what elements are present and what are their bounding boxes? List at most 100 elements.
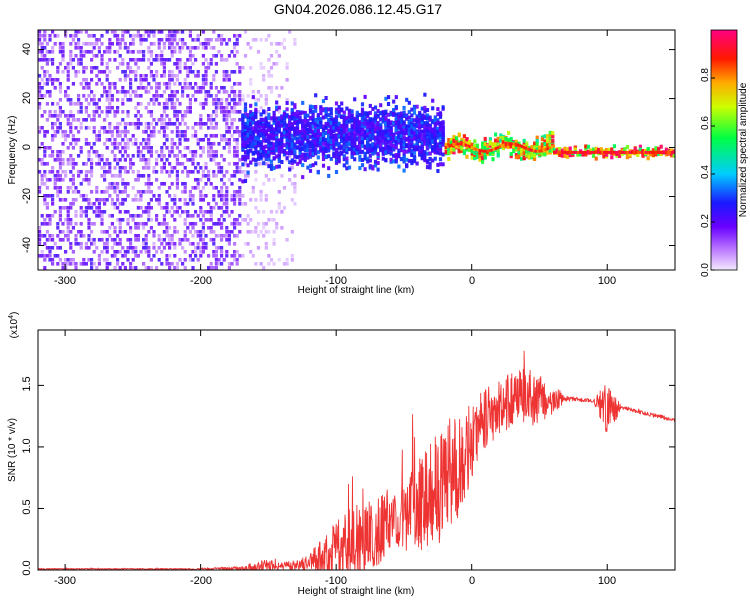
heatmap-peak — [665, 150, 668, 154]
heatmap-cell — [162, 230, 166, 234]
heatmap-cell — [520, 156, 524, 161]
heatmap-cell — [173, 154, 177, 158]
heatmap-cell — [235, 34, 239, 38]
heatmap-cell — [249, 230, 253, 234]
heatmap-cell — [535, 142, 539, 146]
heatmap-cell — [324, 141, 328, 146]
heatmap-cell — [220, 246, 224, 250]
heatmap-cell — [217, 38, 221, 42]
heatmap-cell — [264, 174, 268, 178]
heatmap-cell — [108, 70, 112, 74]
heatmap-cell — [74, 126, 78, 130]
heatmap-cell — [275, 210, 279, 214]
heatmap-cell — [131, 250, 135, 254]
heatmap-cell — [71, 146, 75, 150]
snr-ylabel: SNR (10 * v/v) — [7, 418, 18, 482]
heatmap-cell — [201, 246, 205, 250]
heatmap-cell — [235, 166, 239, 170]
heatmap-cell — [48, 154, 52, 158]
heatmap-cell — [45, 130, 49, 134]
heatmap-cell — [423, 158, 427, 163]
heatmap-cell — [267, 262, 271, 266]
heatmap-cell — [168, 238, 172, 242]
heatmap-cell — [178, 138, 182, 142]
heatmap-cell — [116, 38, 120, 42]
heatmap-cell — [204, 102, 208, 106]
heatmap-cell — [152, 30, 156, 34]
heatmap-cell — [61, 238, 65, 242]
heatmap-cell — [379, 140, 383, 145]
heatmap-cell — [162, 166, 166, 170]
heatmap-cell — [74, 46, 78, 50]
heatmap-cell — [431, 147, 435, 152]
heatmap-cell — [507, 138, 511, 143]
heatmap-cell — [227, 142, 231, 146]
heatmap-cell — [199, 42, 203, 46]
heatmap-cell — [188, 58, 192, 62]
heatmap-cell — [123, 146, 127, 150]
heatmap-cell — [152, 194, 156, 198]
heatmap-cell — [264, 162, 268, 166]
heatmap-cell — [282, 130, 287, 135]
heatmap-cell — [38, 42, 42, 46]
snr-multiplier-open: (x10 — [9, 318, 20, 338]
heatmap-cell — [123, 126, 127, 130]
heatmap-cell — [121, 86, 125, 90]
heatmap-cell — [79, 194, 83, 198]
heatmap-cell — [249, 144, 253, 149]
heatmap-cell — [381, 119, 385, 124]
heatmap-cell — [267, 107, 271, 111]
heatmap-cell — [397, 164, 401, 169]
heatmap-cell — [481, 153, 485, 158]
snr-frame — [37, 329, 676, 571]
heatmap-cell — [79, 102, 83, 106]
heatmap-cell — [241, 129, 245, 134]
heatmap-cell — [87, 182, 91, 186]
heatmap-cell — [66, 206, 70, 210]
heatmap-cell — [194, 166, 198, 170]
heatmap-cell — [272, 230, 276, 234]
heatmap-cell — [402, 130, 406, 135]
heatmap-cell — [355, 136, 359, 141]
heatmap-cell — [468, 139, 472, 144]
heatmap-cell — [162, 62, 166, 66]
heatmap-cell — [256, 246, 261, 250]
heatmap-cell — [181, 154, 185, 158]
heatmap-cell — [402, 127, 406, 132]
heatmap-cell — [144, 166, 148, 170]
heatmap-cell — [275, 105, 279, 110]
heatmap-cell — [246, 174, 250, 178]
heatmap-cell — [118, 142, 122, 146]
heatmap-cell — [165, 262, 169, 266]
heatmap-cell — [152, 58, 156, 62]
heatmap-cell — [155, 218, 159, 222]
heatmap-cell — [321, 132, 326, 137]
heatmap-cell — [225, 58, 229, 62]
heatmap-cell — [290, 101, 294, 106]
heatmap-cell — [447, 157, 451, 161]
heatmap-cell — [433, 150, 437, 154]
heatmap-cell — [105, 258, 109, 262]
heatmap-cell — [183, 238, 187, 242]
heatmap-cell — [425, 128, 430, 133]
heatmap-cell — [256, 130, 261, 135]
heatmap-cell — [204, 134, 208, 138]
heatmap-cell — [275, 42, 279, 46]
heatmap-cell — [51, 82, 55, 86]
heatmap-cell — [82, 178, 86, 182]
heatmap-cell — [110, 30, 114, 34]
heatmap-cell — [415, 114, 419, 119]
heatmap-cell — [225, 74, 229, 78]
heatmap-cell — [69, 154, 73, 158]
heatmap-cell — [121, 118, 125, 122]
heatmap-cell — [113, 158, 117, 162]
heatmap-cell — [225, 234, 229, 238]
heatmap-cell — [168, 226, 172, 230]
heatmap-cell — [441, 125, 445, 130]
heatmap-peak — [651, 150, 654, 154]
heatmap-cell — [53, 242, 57, 246]
heatmap-cell — [170, 106, 174, 110]
heatmap-cell — [368, 165, 372, 170]
heatmap-cell — [131, 34, 135, 38]
heatmap-cell — [84, 118, 88, 122]
